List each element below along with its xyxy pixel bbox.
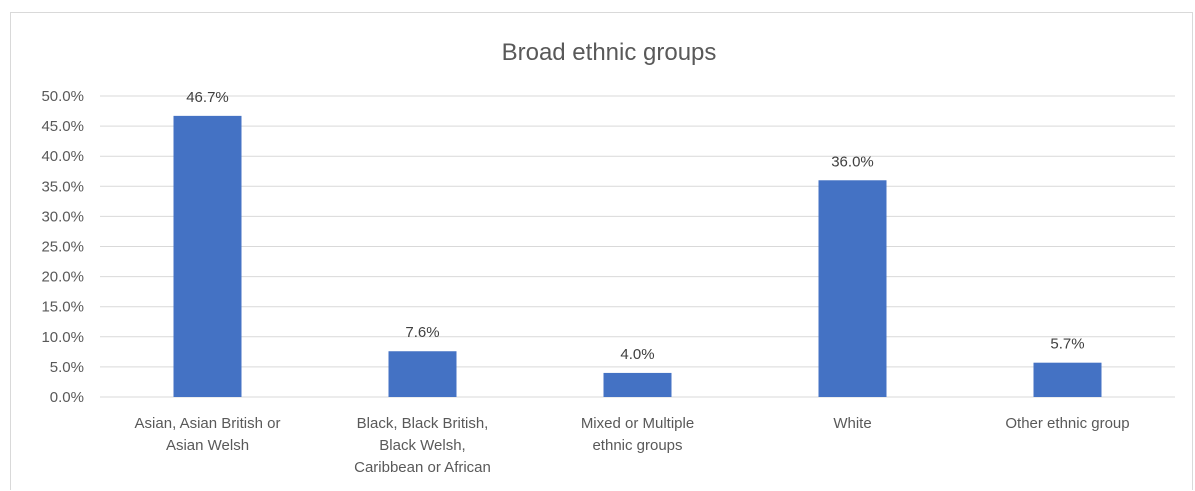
category-label: Asian, Asian British or (135, 415, 281, 432)
bars (173, 115, 1102, 397)
data-label: 4.0% (620, 346, 654, 363)
y-axis-tick-labels: 0.0% 5.0% 10.0% 15.0% 20.0% 25.0% 30.0% 35.0% 40… (41, 88, 84, 406)
category-label: White (833, 415, 871, 432)
y-tick-label: 15.0% (41, 299, 84, 316)
y-tick-label: 10.0% (41, 329, 84, 346)
y-tick-label: 40.0% (41, 148, 84, 165)
y-tick-label: 20.0% (41, 269, 84, 286)
category-label: Black, Black British, (357, 415, 489, 432)
category-label: Caribbean or African (354, 459, 491, 476)
bar (173, 115, 242, 397)
category-label: Other ethnic group (1005, 415, 1129, 432)
category-label: Black Welsh, (379, 437, 465, 454)
data-label: 7.6% (405, 324, 439, 341)
bar (603, 372, 672, 397)
chart-title: Broad ethnic groups (502, 39, 717, 66)
category-label: Asian Welsh (166, 437, 249, 454)
y-tick-label: 35.0% (41, 178, 84, 195)
y-tick-label: 50.0% (41, 88, 84, 105)
category-labels: Asian, Asian British or Asian Welsh Black,… (135, 415, 1130, 476)
data-label: 46.7% (186, 89, 229, 106)
category-label: Mixed or Multiple (581, 415, 694, 432)
y-tick-label: 25.0% (41, 239, 84, 256)
data-labels: 46.7% 7.6% 4.0% 36.0% 5.7% (186, 89, 1084, 363)
data-label: 36.0% (831, 153, 874, 170)
gridlines (100, 95, 1175, 398)
bar (1033, 362, 1102, 397)
bar (818, 180, 887, 397)
y-tick-label: 5.0% (50, 359, 84, 376)
y-tick-label: 30.0% (41, 208, 84, 225)
category-label: ethnic groups (592, 437, 682, 454)
chart-frame (10, 12, 1193, 490)
bar (388, 351, 457, 397)
y-tick-label: 45.0% (41, 118, 84, 135)
data-label: 5.7% (1050, 336, 1084, 353)
y-tick-label: 0.0% (50, 389, 84, 406)
